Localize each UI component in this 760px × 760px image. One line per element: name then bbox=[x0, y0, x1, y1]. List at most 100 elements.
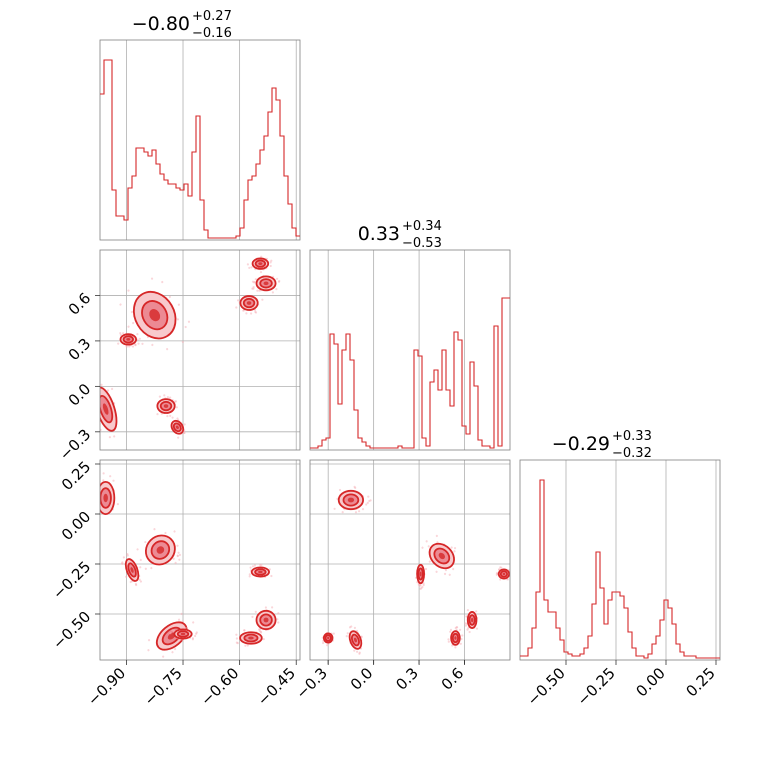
sample-point bbox=[141, 342, 144, 345]
sample-point bbox=[361, 508, 365, 511]
sample-point bbox=[138, 578, 141, 581]
contour-inner bbox=[347, 497, 355, 503]
sample-point bbox=[256, 289, 259, 292]
param-title-value: −0.80 bbox=[132, 13, 190, 35]
sample-point bbox=[180, 612, 183, 616]
x-tick-label: −0.75 bbox=[141, 664, 186, 709]
sample-point bbox=[93, 407, 96, 410]
sample-point bbox=[249, 566, 252, 569]
contour-inner bbox=[126, 338, 131, 341]
sample-point bbox=[176, 554, 179, 558]
y-tick-label: −0.50 bbox=[49, 608, 94, 653]
x-tick-label: −0.60 bbox=[197, 664, 242, 709]
contour-inner bbox=[102, 403, 109, 415]
sample-point bbox=[173, 400, 177, 403]
sample-point bbox=[449, 628, 453, 632]
density-layer bbox=[97, 472, 280, 658]
sample-point bbox=[353, 649, 356, 652]
x-tick-label: −0.3 bbox=[293, 664, 331, 702]
sample-point bbox=[449, 630, 452, 633]
sample-point bbox=[150, 277, 154, 280]
sample-point bbox=[511, 570, 513, 572]
sample-point bbox=[271, 291, 274, 294]
sample-point bbox=[260, 631, 263, 634]
param-title-value: −0.29 bbox=[552, 433, 610, 455]
sample-point bbox=[254, 311, 258, 314]
sample-point bbox=[428, 560, 431, 563]
sample-point bbox=[254, 278, 257, 281]
sample-point bbox=[136, 548, 139, 551]
sample-point bbox=[270, 259, 273, 262]
sample-point bbox=[134, 344, 137, 347]
sample-point bbox=[443, 572, 447, 576]
sample-point bbox=[119, 333, 122, 336]
sample-point bbox=[112, 479, 115, 482]
sample-point bbox=[453, 550, 456, 553]
sample-point bbox=[158, 395, 161, 398]
sample-point bbox=[94, 408, 97, 411]
sample-point bbox=[251, 280, 255, 283]
sample-point bbox=[125, 575, 128, 578]
sample-point bbox=[468, 630, 471, 634]
contour-inner bbox=[163, 404, 169, 408]
sample-point bbox=[460, 637, 463, 641]
x-axis-3: −0.50 −0.25 0.00 0.25 bbox=[524, 660, 719, 709]
sample-point bbox=[243, 629, 246, 632]
sample-point bbox=[427, 545, 430, 548]
sample-point bbox=[110, 387, 114, 391]
contour-inner bbox=[180, 632, 186, 636]
sample-point bbox=[248, 575, 251, 578]
sample-point bbox=[121, 562, 124, 565]
sample-point bbox=[195, 632, 198, 635]
contour-inner bbox=[258, 262, 263, 265]
sample-point bbox=[510, 575, 512, 577]
sample-point bbox=[244, 644, 247, 647]
sample-point bbox=[102, 472, 105, 475]
sample-point bbox=[173, 530, 176, 533]
axes-frame bbox=[99, 459, 301, 661]
sample-point bbox=[97, 484, 99, 486]
sample-point bbox=[150, 567, 153, 570]
sample-point bbox=[168, 295, 171, 298]
sample-point bbox=[421, 546, 424, 549]
histogram-steps bbox=[310, 297, 510, 449]
sample-point bbox=[156, 413, 159, 416]
sample-point bbox=[177, 551, 180, 554]
sample-point bbox=[346, 632, 349, 635]
axes-frame bbox=[99, 39, 301, 241]
pair-panel-1-2 bbox=[93, 249, 301, 451]
y-tick-label: −0.3 bbox=[56, 425, 94, 463]
sample-point bbox=[131, 345, 135, 348]
contour-inner bbox=[130, 567, 134, 573]
y-axis-3: −0.50 −0.25 0.00 0.25 bbox=[49, 458, 100, 653]
inner-ticks bbox=[327, 660, 465, 664]
sample-point bbox=[475, 627, 479, 630]
sample-point bbox=[276, 277, 279, 280]
sample-point bbox=[248, 573, 251, 576]
sample-point bbox=[136, 333, 139, 336]
sample-point bbox=[132, 321, 135, 325]
sample-point bbox=[122, 556, 125, 559]
sample-point bbox=[459, 642, 462, 645]
sample-point bbox=[137, 342, 140, 345]
x-tick-label: −0.90 bbox=[84, 664, 129, 709]
sample-point bbox=[466, 609, 469, 612]
y-tick-label: 0.3 bbox=[65, 335, 95, 365]
sample-point bbox=[116, 503, 119, 506]
sample-point bbox=[178, 553, 182, 557]
sample-point bbox=[444, 568, 448, 572]
sample-point bbox=[102, 479, 105, 482]
sample-point bbox=[96, 420, 99, 423]
sample-point bbox=[322, 641, 325, 645]
y-tick-label: 0.00 bbox=[58, 508, 94, 544]
sample-point bbox=[175, 406, 178, 409]
sample-point bbox=[264, 606, 267, 609]
param-title-plus: +0.33 bbox=[612, 429, 652, 444]
contour-inner bbox=[327, 636, 330, 640]
sample-point bbox=[171, 629, 174, 632]
x-tick-label: −0.25 bbox=[574, 664, 619, 709]
sample-point bbox=[450, 546, 453, 549]
sample-point bbox=[147, 639, 151, 642]
y-tick-label: 0.6 bbox=[65, 289, 95, 319]
